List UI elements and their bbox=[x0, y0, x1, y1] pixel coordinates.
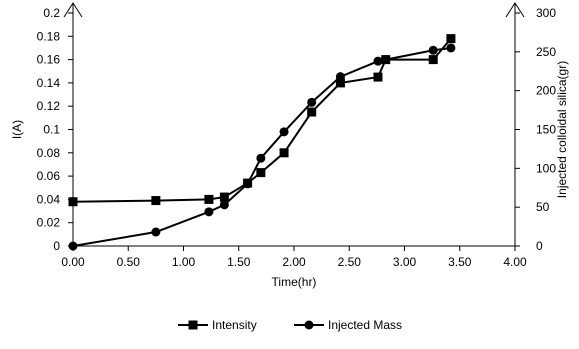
intensity-data-point bbox=[335, 78, 345, 88]
y-left-tick-label: 0.08 bbox=[37, 146, 61, 160]
x-axis-title: Time(hr) bbox=[272, 275, 317, 289]
injected-mass-data-point bbox=[68, 241, 78, 251]
axes-layer: 0.00 0.50 1.00 1.50 2.00 2.50 3.00 3.50 4.00 0 0.0… bbox=[37, 2, 556, 269]
y-right-arrow-icon bbox=[505, 2, 525, 18]
x-tick-label: 1.00 bbox=[172, 255, 196, 269]
legend-intensity-label: Intensity bbox=[212, 318, 257, 332]
intensity-data-point bbox=[373, 72, 383, 82]
x-tick-label: 4.00 bbox=[503, 255, 527, 269]
injected-mass-data-point bbox=[307, 97, 317, 107]
y-left-tick-label: 0.18 bbox=[37, 29, 61, 43]
intensity-data-point bbox=[68, 197, 78, 207]
y-right-tick-label: 50 bbox=[536, 200, 550, 214]
injected-mass-series-line bbox=[72, 46, 452, 247]
y-left-tick-label: 0.06 bbox=[37, 169, 61, 183]
x-tick-label: 1.50 bbox=[227, 255, 251, 269]
intensity-data-point bbox=[151, 196, 161, 206]
injected-mass-data-point bbox=[151, 227, 161, 237]
series-layer bbox=[68, 34, 456, 251]
y-left-tick-label: 0.04 bbox=[37, 192, 61, 206]
legend-intensity-marker-icon bbox=[188, 320, 198, 330]
y-left-tick-label: 0.12 bbox=[37, 99, 61, 113]
injected-mass-data-point bbox=[243, 179, 253, 189]
injected-mass-data-point bbox=[204, 207, 214, 217]
injected-mass-data-point bbox=[428, 45, 438, 55]
intensity-data-point bbox=[204, 194, 214, 204]
y-right-axis-title: Injected colloidal silica(gr) bbox=[555, 61, 569, 198]
x-tick-label: 3.00 bbox=[393, 255, 417, 269]
legend-item-injected-mass: Injected Mass bbox=[294, 318, 402, 332]
injected-mass-data-point bbox=[256, 153, 266, 163]
y-left-tick-label: 0 bbox=[53, 239, 60, 253]
x-tick-label: 2.50 bbox=[338, 255, 362, 269]
y-left-axis-title: I(A) bbox=[10, 120, 24, 139]
injected-mass-data-point bbox=[279, 127, 289, 137]
y-left-tick-label: 0.16 bbox=[37, 53, 61, 67]
intensity-data-point bbox=[256, 168, 266, 178]
y-right-tick-label: 300 bbox=[536, 6, 556, 20]
y-right-tick-label: 200 bbox=[536, 84, 556, 98]
injected-mass-data-point bbox=[373, 56, 383, 66]
y-right-tick-label: 0 bbox=[536, 239, 543, 253]
intensity-data-point bbox=[307, 107, 317, 117]
intensity-data-point bbox=[219, 192, 229, 202]
injected-mass-data-point bbox=[219, 200, 229, 210]
legend-injected-mass-marker-icon bbox=[304, 320, 314, 330]
y-left-tick-label: 0.14 bbox=[37, 76, 61, 90]
y-right-tick-label: 100 bbox=[536, 161, 556, 175]
x-tick-label: 2.00 bbox=[282, 255, 306, 269]
x-tick-label: 0.50 bbox=[117, 255, 141, 269]
intensity-series-line bbox=[72, 37, 452, 203]
y-left-tick-label: 0.2 bbox=[43, 6, 60, 20]
y-left-arrow-icon bbox=[63, 2, 83, 18]
intensity-data-point bbox=[428, 55, 438, 65]
injected-mass-data-point bbox=[335, 72, 345, 82]
injected-mass-data-point bbox=[381, 55, 391, 65]
injected-mass-data-point bbox=[446, 43, 456, 53]
y-left-tick-label: 0.1 bbox=[43, 123, 60, 137]
intensity-data-point bbox=[446, 34, 456, 44]
legend-item-intensity: Intensity bbox=[178, 318, 257, 332]
intensity-data-point bbox=[279, 148, 289, 158]
y-right-tick-label: 250 bbox=[536, 45, 556, 59]
x-tick-label: 3.50 bbox=[448, 255, 472, 269]
legend: Intensity Injected Mass bbox=[178, 318, 402, 332]
y-right-tick-label: 150 bbox=[536, 123, 556, 137]
y-left-tick-label: 0.02 bbox=[37, 216, 61, 230]
legend-injected-mass-label: Injected Mass bbox=[328, 318, 402, 332]
x-tick-label: 0.00 bbox=[61, 255, 85, 269]
